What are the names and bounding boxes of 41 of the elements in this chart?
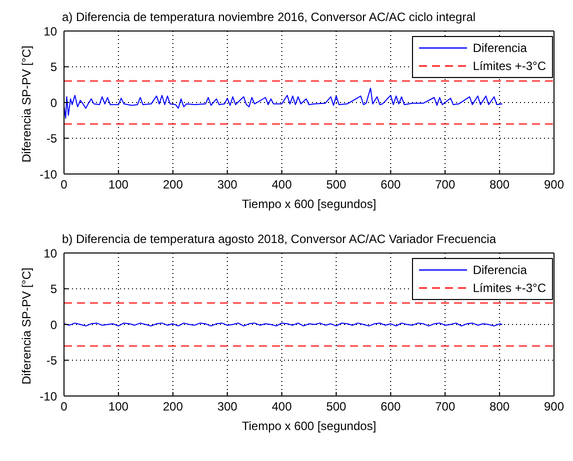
- line-series: [64, 88, 503, 119]
- x-tick-label: 500: [326, 400, 347, 414]
- legend-label: Diferencia: [472, 263, 527, 277]
- x-tick-label: 700: [435, 178, 456, 192]
- x-tick-label: 700: [435, 400, 456, 414]
- x-tick-label: 400: [272, 400, 292, 414]
- x-tick-label: 100: [108, 400, 129, 414]
- x-tick-label: 900: [544, 178, 564, 192]
- y-tick-label: 5: [50, 60, 58, 74]
- legend-label: Diferencia: [472, 41, 527, 55]
- x-tick-label: 600: [380, 178, 401, 192]
- y-tick-label: -10: [40, 389, 58, 404]
- x-tick-label: 600: [380, 400, 401, 414]
- x-tick-label: 900: [544, 400, 564, 414]
- y-tick-label: -10: [40, 167, 58, 182]
- y-axis-title: Diferencia SP-PV [°C]: [19, 46, 34, 162]
- y-axis-title: Diferencia SP-PV [°C]: [19, 268, 34, 384]
- x-tick-label: 800: [490, 178, 510, 192]
- chart-title: a) Diferencia de temperatura noviembre 2016, Conversor AC/AC ciclo integral: [62, 10, 476, 24]
- x-tick-label: 100: [108, 178, 129, 192]
- x-tick-label: 0: [60, 400, 68, 414]
- y-tick-label: 0: [50, 96, 58, 110]
- y-tick-label: 10: [44, 24, 58, 38]
- legend-label: Límites +-3°C: [472, 281, 546, 295]
- y-tick-label: -5: [46, 354, 58, 368]
- x-tick-label: 0: [60, 178, 68, 192]
- x-tick-label: 500: [326, 178, 347, 192]
- x-tick-label: 300: [217, 400, 238, 414]
- legend-label: Límites +-3°C: [472, 59, 546, 73]
- y-tick-label: -5: [46, 132, 58, 146]
- x-axis-title: Tiempo x 600 [segundos]: [242, 419, 376, 433]
- x-tick-label: 200: [162, 400, 184, 414]
- x-tick-label: 800: [490, 400, 510, 414]
- x-tick-label: 400: [272, 178, 292, 192]
- x-tick-label: 300: [217, 178, 238, 192]
- x-tick-label: 200: [162, 178, 184, 192]
- chart-title: b) Diferencia de temperatura agosto 2018, Conversor AC/AC Variador Frecuencia: [62, 232, 496, 246]
- x-axis-title: Tiempo x 600 [segundos]: [242, 197, 376, 211]
- y-tick-label: 0: [50, 318, 58, 332]
- y-tick-label: 10: [44, 246, 58, 260]
- y-tick-label: 5: [50, 282, 58, 296]
